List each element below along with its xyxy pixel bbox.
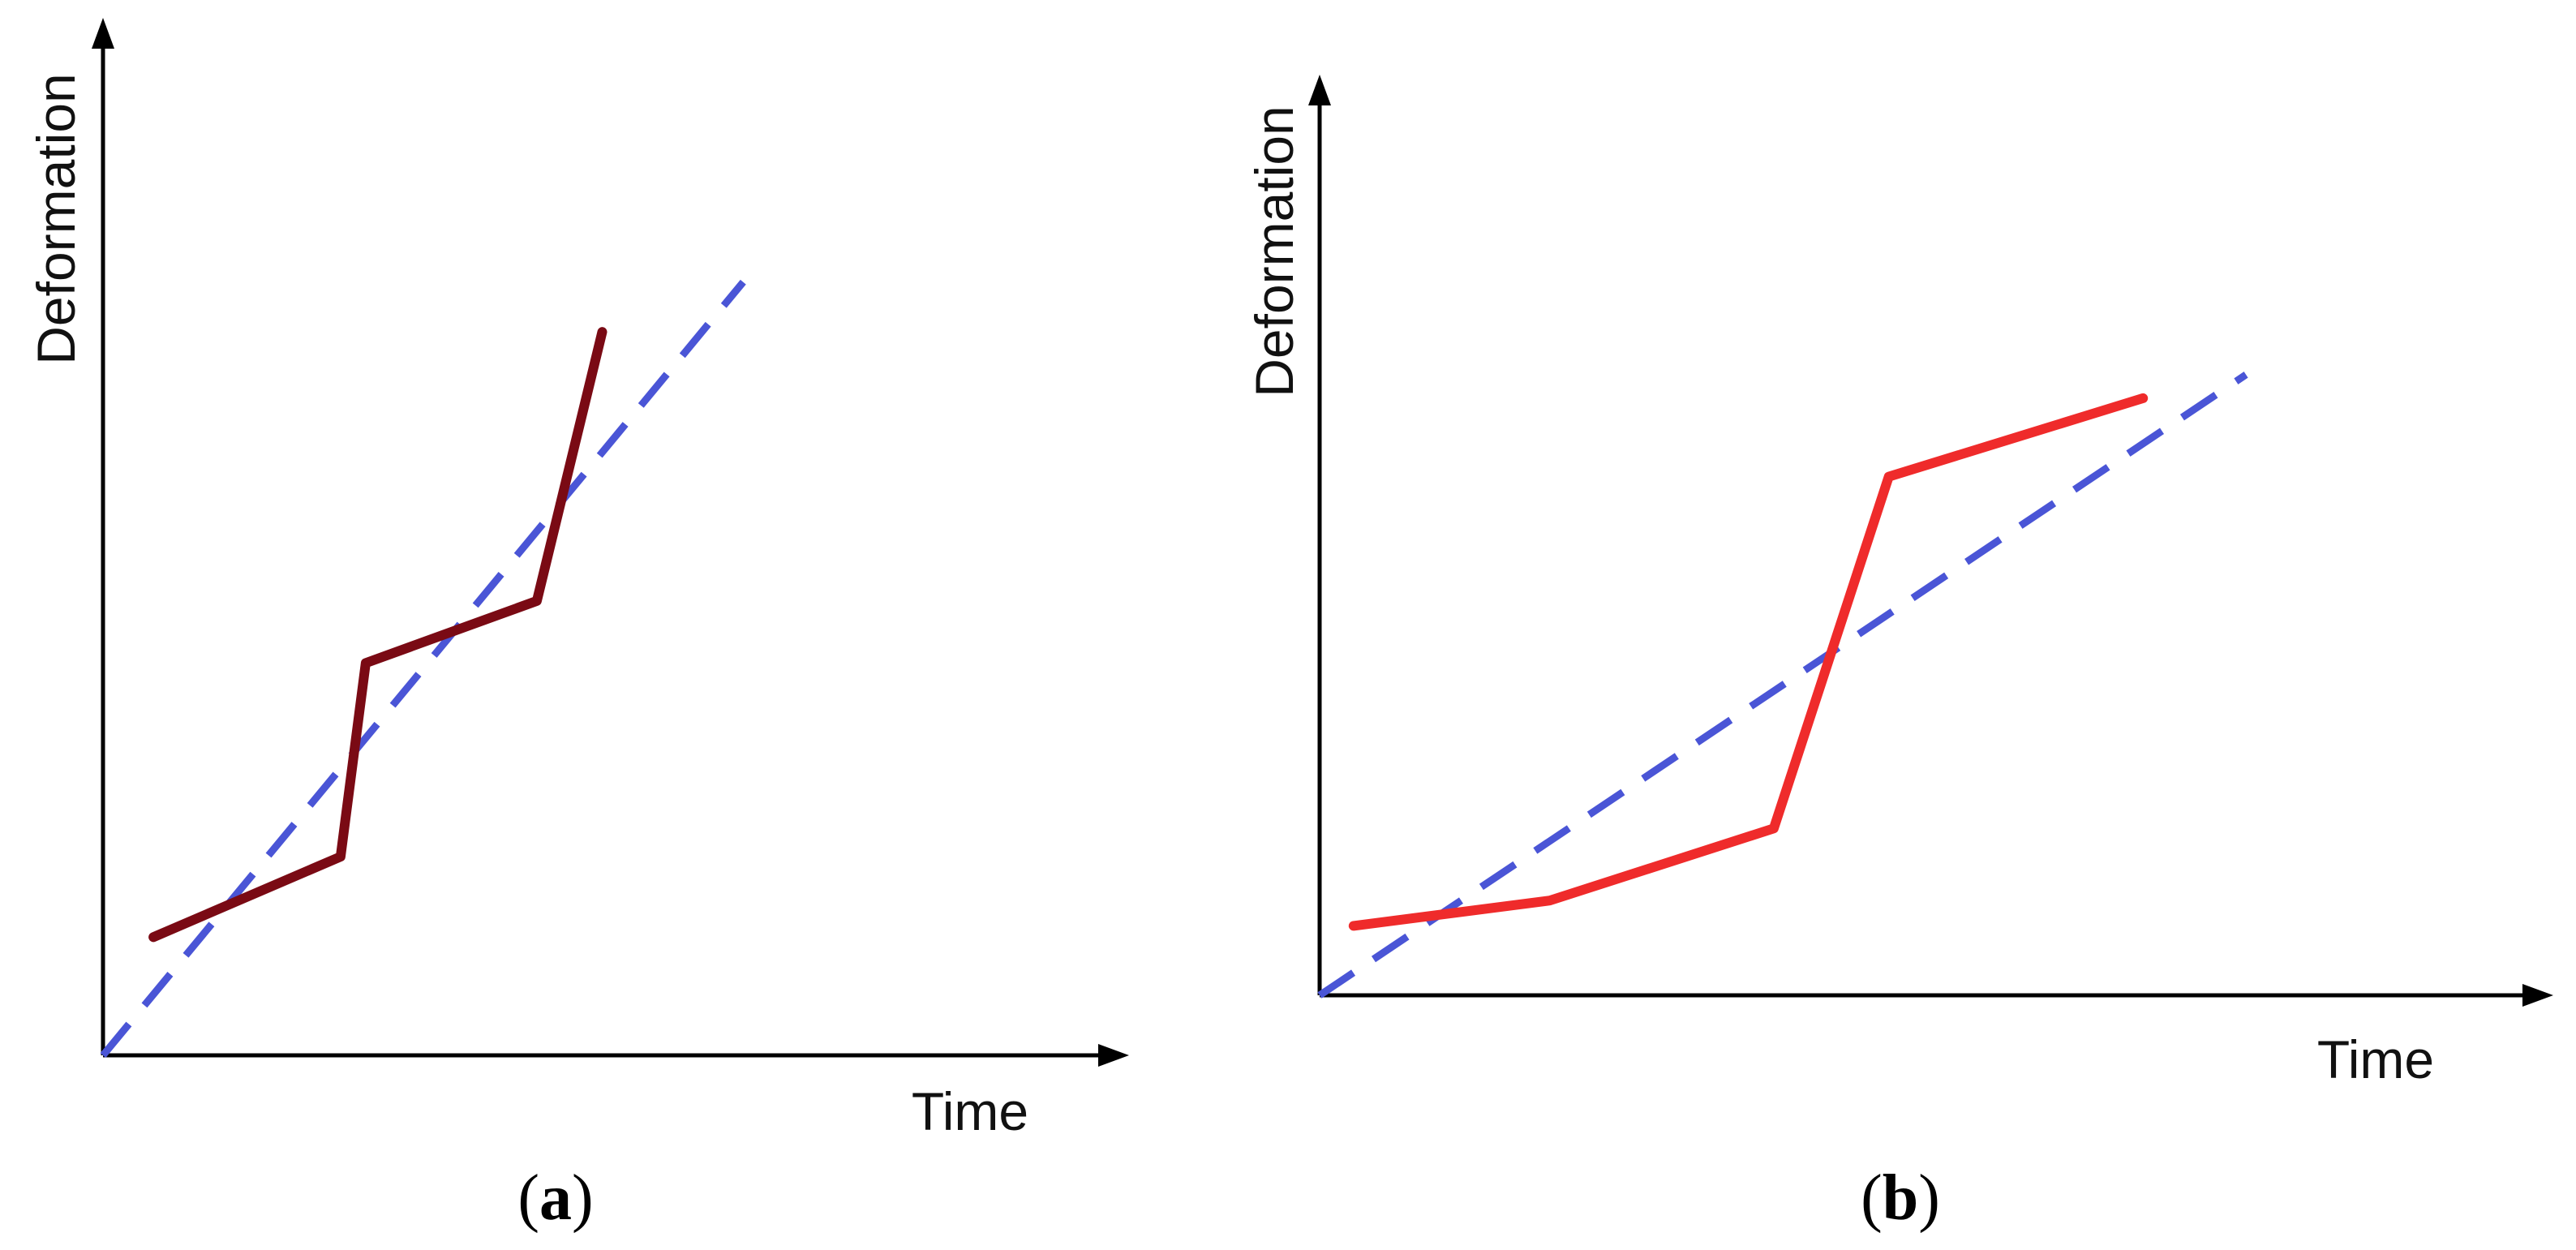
y-axis-arrow-a [92,18,114,49]
measured-line-a [148,327,608,943]
panel-letter-a: a [539,1162,572,1234]
panel-label-b: (b) [1861,1162,1940,1234]
panel-a: Deformation Time (a) [26,18,1129,1234]
measured-line-b [1348,393,2149,931]
panel-b: Deformation Time (b) [1244,75,2553,1234]
x-axis-label-b: Time [2317,1029,2434,1089]
trend-line-a [100,279,746,1058]
panel-letter-b: b [1883,1162,1919,1234]
trend-line-b [1317,372,2248,999]
panel-label-a: (a) [517,1162,593,1234]
x-axis-arrow-a [1098,1044,1129,1067]
y-axis-label-a: Deformation [26,73,86,365]
x-axis-label-a: Time [912,1081,1028,1141]
y-axis-arrow-b [1308,75,1331,105]
x-axis-arrow-b [2522,984,2553,1007]
y-axis-label-b: Deformation [1244,105,1304,397]
